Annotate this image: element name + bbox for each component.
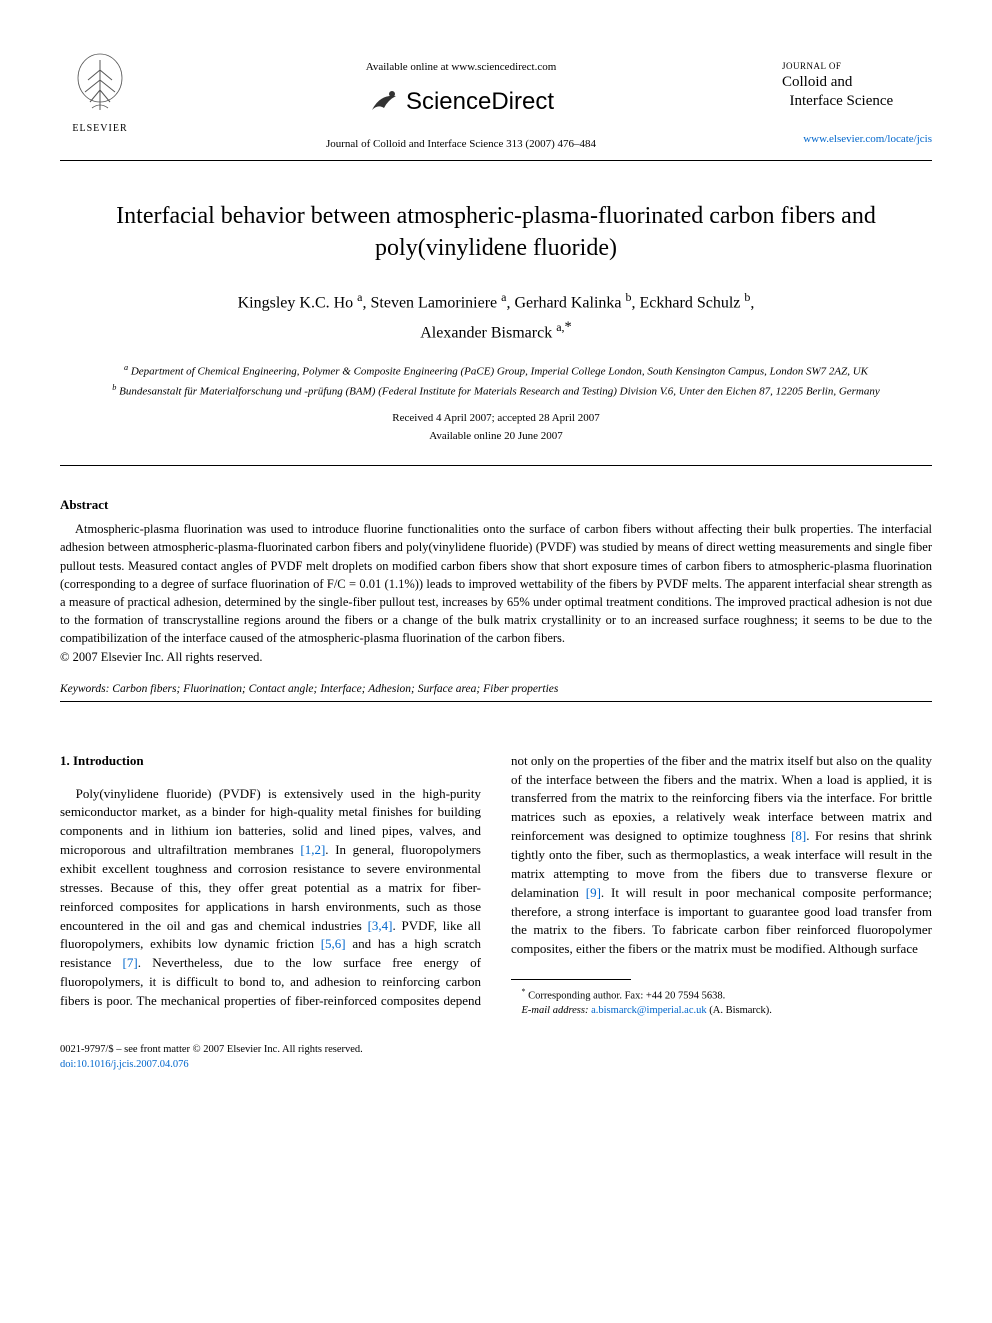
- abstract-heading: Abstract: [60, 496, 932, 514]
- article-title: Interfacial behavior between atmospheric…: [60, 201, 932, 263]
- author-sep-3: , Eckhard Schulz: [632, 294, 745, 311]
- ref-link-1-2[interactable]: [1,2]: [300, 842, 325, 857]
- header-row: ELSEVIER Available online at www.science…: [60, 50, 932, 152]
- ref-link-9[interactable]: [9]: [586, 885, 601, 900]
- elsevier-logo: ELSEVIER: [60, 50, 140, 136]
- center-header: Available online at www.sciencedirect.co…: [140, 50, 782, 152]
- author-1: Kingsley K.C. Ho: [238, 294, 358, 311]
- title-section: Interfacial behavior between atmospheric…: [60, 201, 932, 445]
- journal-name-line2: Interface Science: [790, 93, 894, 109]
- affiliation-a: a Department of Chemical Engineering, Po…: [60, 362, 932, 380]
- abstract-copyright: © 2007 Elsevier Inc. All rights reserved…: [60, 649, 932, 667]
- intro-para-1: Poly(vinylidene fluoride) (PVDF) is exte…: [60, 752, 932, 1019]
- abstract-divider: [60, 701, 932, 702]
- footnote-divider: [511, 979, 631, 980]
- ref-link-3-4[interactable]: [3,4]: [368, 918, 393, 933]
- available-date: Available online 20 June 2007: [60, 428, 932, 446]
- received-date: Received 4 April 2007; accepted 28 April…: [60, 410, 932, 428]
- doi-link[interactable]: doi:10.1016/j.jcis.2007.04.076: [60, 1059, 189, 1070]
- email-link[interactable]: a.bismarck@imperial.ac.uk: [591, 1005, 707, 1016]
- author-sep-4: ,: [750, 294, 754, 311]
- ref-link-7[interactable]: [7]: [123, 955, 138, 970]
- author-sep-2: , Gerhard Kalinka: [506, 294, 625, 311]
- journal-of-label: JOURNAL OF: [782, 60, 932, 73]
- elsevier-tree-icon: [70, 50, 130, 120]
- footer-section: 0021-9797/$ – see front matter © 2007 El…: [60, 1043, 932, 1072]
- ref-link-5-6[interactable]: [5,6]: [321, 936, 346, 951]
- abstract-text: Atmospheric-plasma fluorination was used…: [60, 520, 932, 647]
- footnote-email: E-mail address: a.bismarck@imperial.ac.u…: [511, 1004, 932, 1019]
- author-5-sup: a,: [556, 320, 564, 334]
- publisher-name: ELSEVIER: [60, 122, 140, 136]
- intro-heading: 1. Introduction: [60, 752, 481, 771]
- journal-name: Colloid and Interface Science: [782, 73, 932, 112]
- footnote-corresponding: * Corresponding author. Fax: +44 20 7594…: [511, 986, 932, 1004]
- keywords: Keywords: Carbon fibers; Fluorination; C…: [60, 681, 932, 697]
- keywords-list: Carbon fibers; Fluorination; Contact ang…: [109, 683, 558, 695]
- title-divider: [60, 465, 932, 466]
- authors-list: Kingsley K.C. Ho a, Steven Lamoriniere a…: [60, 288, 932, 346]
- journal-url-link[interactable]: www.elsevier.com/locate/jcis: [782, 132, 932, 147]
- corresponding-asterisk: *: [565, 319, 572, 335]
- ref-link-8[interactable]: [8]: [791, 828, 806, 843]
- sciencedirect-text: ScienceDirect: [406, 85, 554, 119]
- dates-block: Received 4 April 2007; accepted 28 April…: [60, 410, 932, 445]
- available-online-text: Available online at www.sciencedirect.co…: [140, 60, 782, 75]
- affiliation-b: b Bundesanstalt für Materialforschung un…: [60, 382, 932, 400]
- abstract-section: Abstract Atmospheric-plasma fluorination…: [60, 496, 932, 697]
- header-divider: [60, 160, 932, 161]
- journal-cover-block: JOURNAL OF Colloid and Interface Science…: [782, 50, 932, 147]
- author-5: Alexander Bismarck: [420, 324, 556, 341]
- keywords-label: Keywords:: [60, 683, 109, 695]
- body-section: 1. Introduction Poly(vinylidene fluoride…: [60, 752, 932, 1019]
- sciencedirect-swoosh-icon: [368, 86, 400, 118]
- author-sep-1: , Steven Lamoriniere: [363, 294, 502, 311]
- issn-line: 0021-9797/$ – see front matter © 2007 El…: [60, 1043, 932, 1058]
- sciencedirect-logo: ScienceDirect: [140, 85, 782, 119]
- journal-name-line1: Colloid and: [782, 74, 852, 90]
- journal-citation: Journal of Colloid and Interface Science…: [140, 137, 782, 152]
